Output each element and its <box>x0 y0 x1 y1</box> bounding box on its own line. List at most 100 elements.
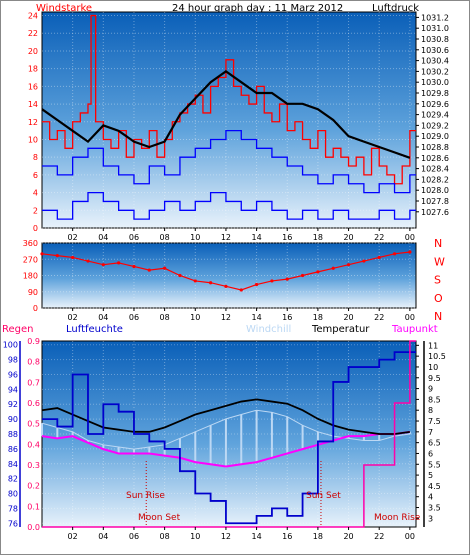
direction-point <box>147 268 151 272</box>
x-tick-label: 16 <box>282 313 292 322</box>
x-tick-label: 10 <box>190 532 200 541</box>
direction-point <box>362 259 366 263</box>
x-tick-label: 02 <box>68 532 78 541</box>
windchill-series-line <box>41 409 410 450</box>
gust-series-line <box>42 14 416 185</box>
direction-point <box>101 263 105 267</box>
compass-label: S <box>434 274 441 287</box>
pressure-tick-label: 1030.2 <box>421 67 449 76</box>
rain-tick-label: 0.3 <box>27 461 40 470</box>
x-tick-label: 08 <box>160 233 170 242</box>
rain-tick-label: 0.7 <box>27 378 40 387</box>
moonset-label: Moon Set <box>138 513 181 523</box>
direction-point <box>86 259 90 263</box>
pressure-tick-label: 1028.6 <box>421 154 449 163</box>
temp-tick-label: 6.5 <box>428 439 441 448</box>
direction-point <box>254 282 259 287</box>
direction-point <box>132 264 136 269</box>
temp-tick-label: 6 <box>428 449 433 458</box>
wind-tick-label: 22 <box>28 29 38 38</box>
pressure-tick-label: 1030.4 <box>421 57 449 66</box>
rain-tick-label: 0.2 <box>27 482 40 491</box>
temp-tick-label: 4.5 <box>428 482 441 491</box>
humidity-tick-label: 86 <box>8 445 18 454</box>
wind-label: Windstarke <box>36 3 92 14</box>
x-tick-label: 10 <box>190 233 200 242</box>
direction-point <box>71 255 75 260</box>
dewpoint-series-line <box>41 430 411 468</box>
x-tick-label: 22 <box>374 233 384 242</box>
wind-panel <box>41 11 417 229</box>
humidity-tick-label: 76 <box>8 519 18 528</box>
direction-point <box>377 255 381 260</box>
x-tick-label: 06 <box>129 313 139 322</box>
direction-point <box>408 250 412 254</box>
humidity-tick-label: 92 <box>8 400 18 409</box>
direction-point <box>55 254 59 258</box>
direction-point <box>331 266 335 270</box>
x-tick-label: 22 <box>374 532 384 541</box>
pressure-tick-label: 1027.8 <box>421 197 449 206</box>
x-tick-label: 20 <box>343 532 353 541</box>
direction-point <box>270 279 274 283</box>
rain-tick-label: 0.8 <box>27 358 40 367</box>
pressure-tick-label: 1029.0 <box>421 132 449 141</box>
pressure-tick-label: 1029.8 <box>421 89 449 98</box>
temp-panel <box>41 340 417 528</box>
pressure-tick-label: 1028.2 <box>421 175 449 184</box>
compass-label: O <box>434 292 443 305</box>
x-tick-label: 08 <box>160 532 170 541</box>
pressure-label: Luftdruck <box>372 3 419 14</box>
windchill-label: Windchill <box>246 324 291 335</box>
x-tick-label: 14 <box>251 233 261 242</box>
direction-point <box>239 288 243 292</box>
x-tick-label: 00 <box>405 532 415 541</box>
x-tick-label: 06 <box>129 532 139 541</box>
direction-point <box>392 252 397 256</box>
compass-label: N <box>434 310 442 323</box>
temp-tick-label: 9.5 <box>428 374 441 383</box>
temp-tick-label: 5 <box>428 471 433 480</box>
grid-layer <box>42 12 416 527</box>
compass-label: N <box>434 237 442 250</box>
wind-tick-label: 20 <box>28 47 38 56</box>
humidity-series-line <box>42 351 416 525</box>
pressure-tick-label: 1029.4 <box>421 111 449 120</box>
wind-tick-label: 12 <box>28 118 38 127</box>
pressure-tick-label: 1029.2 <box>421 121 449 130</box>
x-tick-label: 20 <box>343 313 353 322</box>
temp-tick-label: 3 <box>428 514 433 523</box>
wind-tick-label: 0 <box>33 224 38 233</box>
direction-point <box>178 273 182 278</box>
rain-tick-label: 0.5 <box>27 420 40 429</box>
direction-point <box>117 261 121 265</box>
direction-point <box>346 263 351 267</box>
humidity-tick-label: 90 <box>8 415 18 424</box>
x-tick-label: 14 <box>251 532 261 541</box>
direction-point <box>316 270 320 274</box>
pressure-tick-label: 1030.8 <box>421 35 449 44</box>
pressure-tick-label: 1031.2 <box>421 13 449 22</box>
temperature-label: Temperatur <box>311 324 370 335</box>
avgwind-series-line <box>42 129 416 194</box>
pressure-tick-label: 1028.4 <box>421 165 449 174</box>
temp-tick-label: 4 <box>428 493 433 502</box>
pressure-tick-label: 1030.0 <box>421 78 449 87</box>
compass-label: W <box>434 255 445 268</box>
lowwind-series-line <box>42 191 416 220</box>
rain-label: Regen <box>2 324 34 335</box>
x-tick-label: 04 <box>98 532 108 541</box>
x-tick-label: 20 <box>343 233 353 242</box>
temp-tick-label: 10.5 <box>428 352 446 361</box>
wind-tick-label: 18 <box>28 65 38 74</box>
direction-point <box>163 266 167 270</box>
dir-tick-label: 0 <box>33 304 38 313</box>
direction-point <box>224 284 228 288</box>
x-tick-label: 18 <box>313 313 323 322</box>
wind-tick-label: 8 <box>33 153 38 162</box>
x-tick-label: 10 <box>190 313 200 322</box>
temp-tick-label: 9 <box>428 385 433 394</box>
pressure-tick-label: 1028.8 <box>421 143 449 152</box>
